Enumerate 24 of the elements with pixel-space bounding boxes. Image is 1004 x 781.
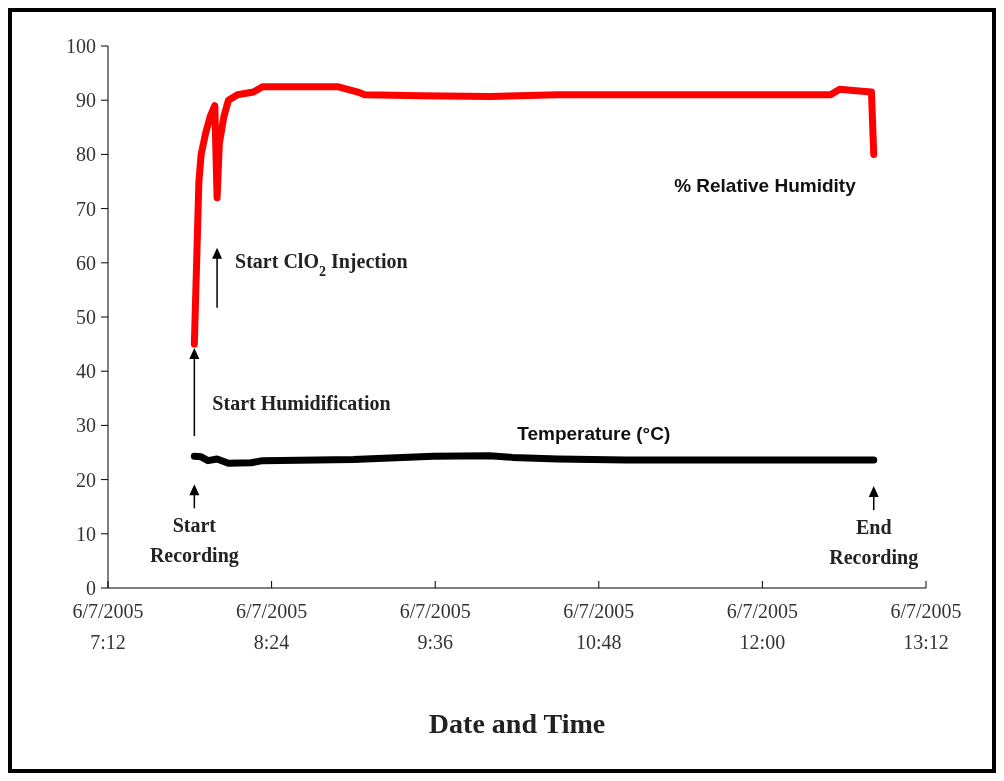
series-label: % Relative Humidity <box>674 175 857 197</box>
series-label: Temperature (°C) <box>517 423 671 445</box>
y-tick-label: 70 <box>76 197 96 220</box>
y-tick-label: 10 <box>76 522 96 545</box>
y-tick-label: 50 <box>76 306 96 328</box>
x-axis-title: Date and Time <box>428 708 606 739</box>
x-tick-label: 6/7/2005 8:24 <box>236 600 308 653</box>
annotation: End Recording <box>829 516 919 570</box>
x-tick-label: 6/7/2005 13:12 <box>890 600 962 653</box>
y-tick-label: 40 <box>76 360 96 383</box>
y-tick-label: 100 <box>66 35 96 57</box>
annotation: Start Humidification <box>212 392 391 415</box>
annotation: Start ClO$_{2}$ Injection <box>235 249 408 279</box>
x-tick-label: 6/7/2005 9:36 <box>399 600 471 653</box>
annotation: Start Recording <box>149 514 239 568</box>
y-tick-label: 0 <box>86 577 96 599</box>
y-tick-label: 90 <box>76 89 96 112</box>
x-tick-label: 6/7/2005 7:12 <box>72 600 144 653</box>
y-tick-label: 20 <box>76 468 96 491</box>
y-tick-label: 60 <box>76 251 96 274</box>
x-tick-label: 6/7/2005 12:00 <box>726 600 798 653</box>
y-tick-label: 80 <box>76 143 96 166</box>
x-tick-label: 6/7/2005 10:48 <box>563 600 635 653</box>
y-tick-label: 30 <box>76 414 96 437</box>
